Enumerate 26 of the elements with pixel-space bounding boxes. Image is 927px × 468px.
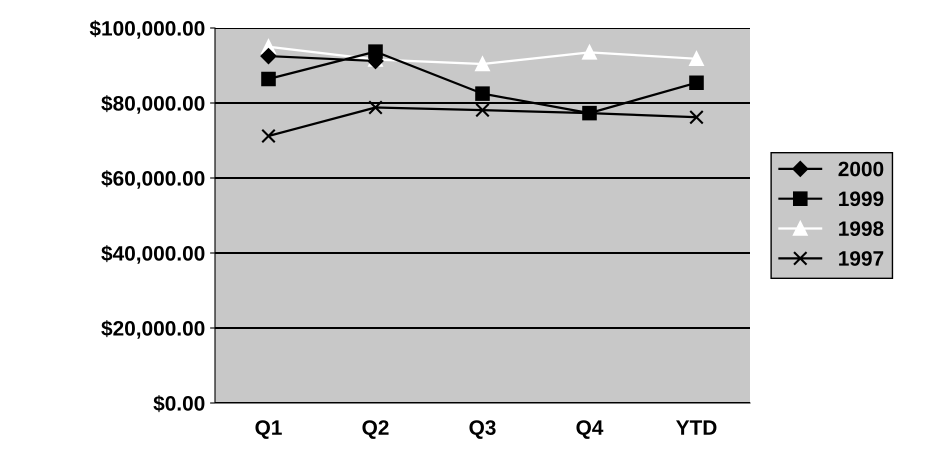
y-tick-label: $20,000.00 (101, 320, 204, 339)
y-tick-label: $100,000.00 (90, 20, 204, 39)
point (689, 110, 704, 125)
point (689, 75, 704, 90)
point (689, 51, 704, 66)
y-tick-label: $60,000.00 (101, 170, 204, 189)
point (475, 86, 490, 101)
point (261, 128, 276, 144)
point (475, 102, 490, 118)
x-tick-label: Q3 (469, 420, 496, 439)
point (261, 72, 276, 86)
legend-label: 2000 (838, 162, 884, 176)
legend-label: 1999 (839, 191, 884, 206)
point (582, 45, 597, 60)
point (260, 48, 276, 64)
y-tick-label: $80,000.00 (101, 95, 204, 114)
legend-label: 1997 (839, 251, 884, 266)
x-tick-label: YTD (676, 420, 716, 435)
y-tick-label: $0.00 (153, 395, 204, 412)
y-tick-label: $40,000.00 (101, 245, 204, 264)
legend-label: 1998 (839, 221, 884, 236)
point (475, 56, 490, 72)
x-tick-label: Q4 (576, 420, 604, 439)
x-tick-label: Q1 (255, 420, 282, 439)
x-tick-label: Q2 (362, 420, 389, 439)
point (368, 100, 383, 115)
